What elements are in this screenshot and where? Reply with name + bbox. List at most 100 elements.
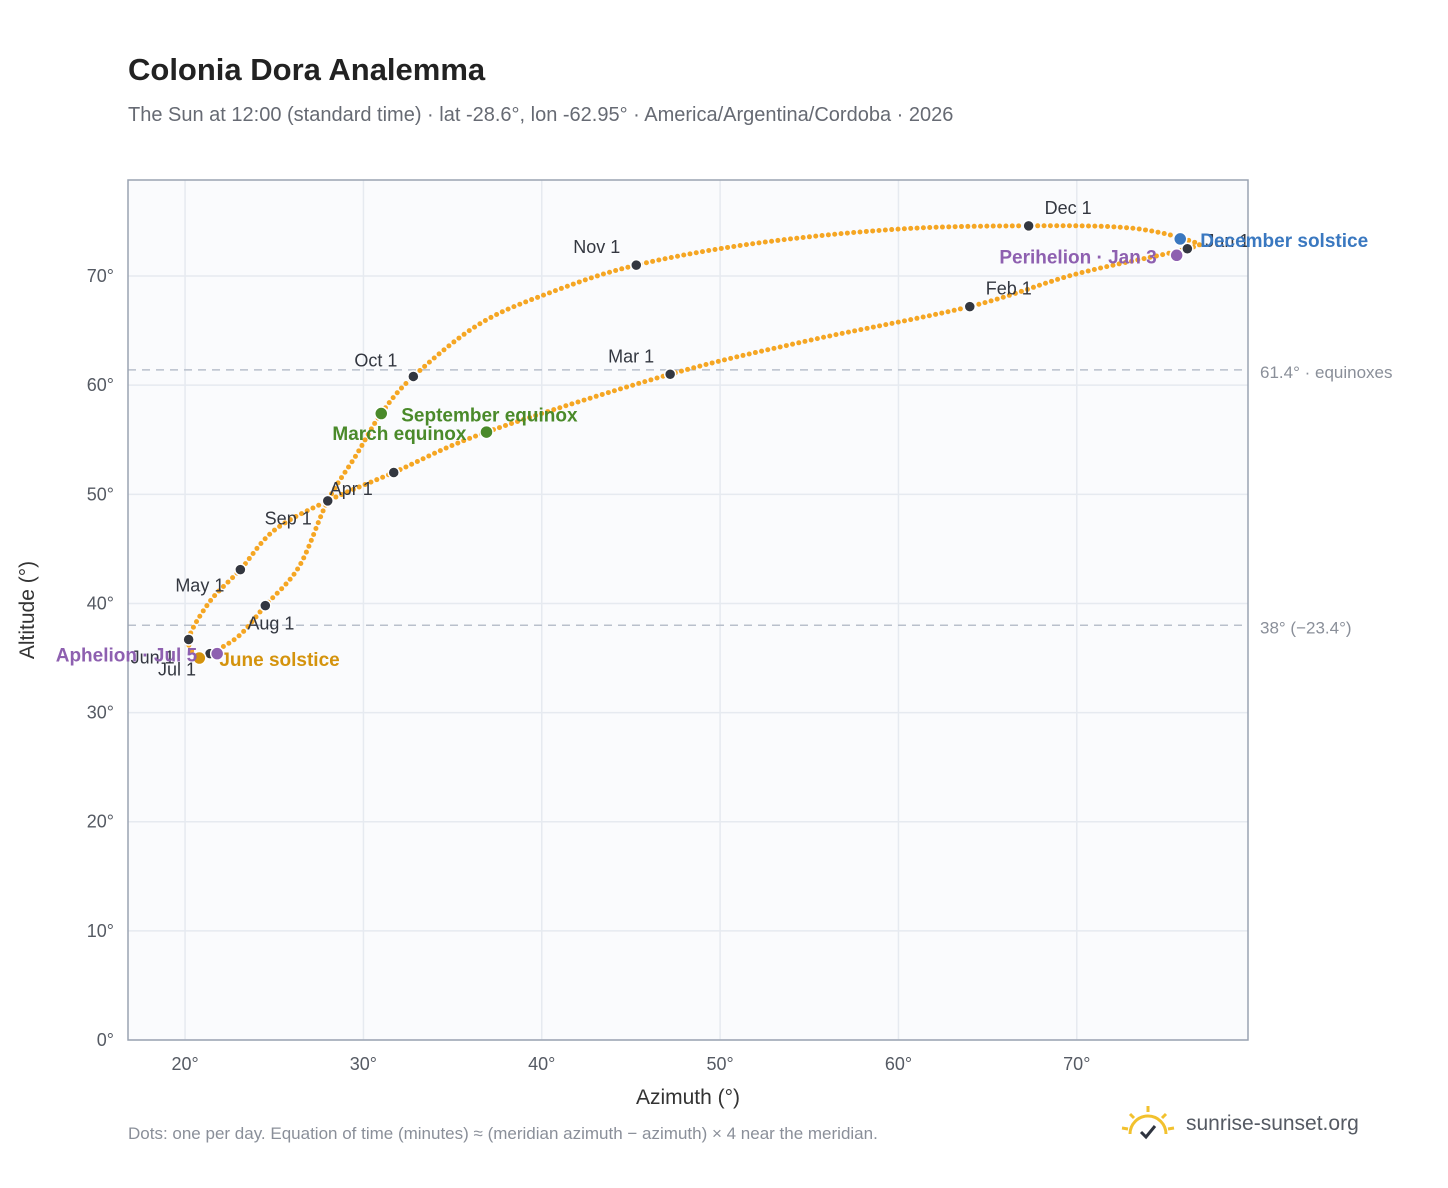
- x-tick-label: 40°: [528, 1054, 555, 1074]
- daily-dot: [706, 248, 712, 254]
- daily-dot: [976, 301, 982, 307]
- event-marker: [373, 406, 389, 421]
- daily-dot: [796, 340, 802, 346]
- daily-dot: [270, 595, 276, 601]
- daily-dot: [541, 292, 547, 298]
- daily-dot: [368, 426, 374, 432]
- daily-dot: [946, 224, 952, 230]
- daily-dot: [642, 379, 648, 385]
- daily-dot: [771, 345, 777, 351]
- brand-text: sunrise-sunset.org: [1186, 1112, 1359, 1135]
- daily-dot: [1129, 258, 1135, 264]
- daily-dot: [895, 319, 901, 325]
- daily-dot: [274, 590, 280, 596]
- daily-dot: [877, 323, 883, 329]
- daily-dot: [230, 575, 236, 581]
- daily-dot: [308, 537, 314, 543]
- daily-dot: [426, 453, 432, 459]
- daily-dot: [787, 236, 793, 242]
- daily-dot: [1116, 261, 1122, 267]
- daily-dot: [254, 545, 260, 551]
- daily-dot: [212, 593, 218, 599]
- reference-lines: 61.4° · equinoxes 38° (−23.4°): [128, 363, 1393, 637]
- daily-dot: [350, 486, 356, 492]
- daily-dot: [678, 368, 684, 374]
- daily-dot: [648, 377, 654, 383]
- daily-dot: [1006, 292, 1012, 298]
- daily-dot: [759, 348, 765, 354]
- daily-dot: [814, 336, 820, 342]
- daily-dot: [517, 301, 523, 307]
- month-marker: [407, 370, 420, 383]
- daily-dot: [939, 224, 945, 230]
- daily-dot: [315, 520, 321, 526]
- daily-dot: [703, 362, 709, 368]
- daily-dot: [988, 298, 994, 304]
- daily-dot: [607, 269, 613, 275]
- daily-dot: [895, 226, 901, 232]
- y-tick-label: 60°: [87, 375, 114, 395]
- y-tick-label: 30°: [87, 703, 114, 723]
- daily-dot: [775, 237, 781, 243]
- daily-dot: [790, 341, 796, 347]
- daily-dot: [420, 456, 426, 462]
- x-tick-label: 70°: [1063, 1054, 1090, 1074]
- month-marker: [321, 494, 334, 508]
- x-tick-label: 50°: [706, 1054, 733, 1074]
- event-label: Aphelion · Jul 5: [56, 646, 198, 667]
- daily-dot: [783, 343, 789, 349]
- daily-dot: [1036, 282, 1042, 288]
- daily-dot: [685, 366, 691, 372]
- month-label: Dec 1: [1045, 198, 1092, 218]
- daily-dot: [939, 310, 945, 316]
- daily-dot: [1135, 257, 1141, 263]
- daily-dot: [236, 633, 242, 639]
- daily-dot: [477, 321, 483, 327]
- daily-dot: [511, 304, 517, 310]
- month-label: Feb 1: [986, 279, 1032, 299]
- y-tick-label: 40°: [87, 593, 114, 613]
- daily-dot: [1104, 264, 1110, 270]
- reference-line-label: 61.4° · equinoxes: [1260, 363, 1393, 382]
- daily-dot: [488, 314, 494, 320]
- daily-dot: [557, 405, 563, 411]
- daily-dot: [527, 414, 533, 420]
- daily-dot: [800, 234, 806, 240]
- month-label: May 1: [175, 576, 224, 596]
- daily-dot: [765, 347, 771, 353]
- month-label: Nov 1: [573, 237, 620, 257]
- event-label: March equinox: [332, 424, 467, 445]
- daily-dot: [443, 445, 449, 451]
- daily-dot: [581, 397, 587, 403]
- daily-dot: [781, 237, 787, 243]
- sun-logo-icon: [1121, 1106, 1175, 1140]
- daily-dot: [311, 531, 317, 537]
- daily-dot: [1153, 253, 1159, 259]
- brand-link[interactable]: sunrise-sunset.org: [1120, 1102, 1359, 1146]
- daily-dot: [533, 413, 539, 418]
- daily-dot: [668, 254, 674, 260]
- month-marker: [234, 563, 247, 576]
- daily-dot: [466, 328, 472, 334]
- daily-dot: [1105, 224, 1111, 230]
- daily-dot: [303, 549, 309, 555]
- daily-dot: [380, 474, 386, 480]
- month-marker: [630, 258, 643, 272]
- daily-dot: [467, 435, 473, 441]
- daily-dot: [762, 239, 768, 245]
- daily-dot: [721, 357, 727, 363]
- month-label: Sep 1: [265, 508, 312, 528]
- event-label: Perihelion · Jan 3: [999, 247, 1156, 268]
- daily-dot: [718, 245, 724, 251]
- daily-dot: [279, 586, 285, 592]
- daily-dot: [901, 226, 907, 232]
- daily-dot: [1061, 275, 1067, 281]
- daily-dot: [359, 442, 365, 448]
- daily-dot: [625, 264, 631, 270]
- daily-dot: [461, 331, 467, 337]
- daily-dot: [190, 624, 196, 630]
- daily-dot: [982, 300, 988, 306]
- daily-dot: [1147, 254, 1153, 260]
- y-axis-label: Altitude (°): [16, 561, 39, 659]
